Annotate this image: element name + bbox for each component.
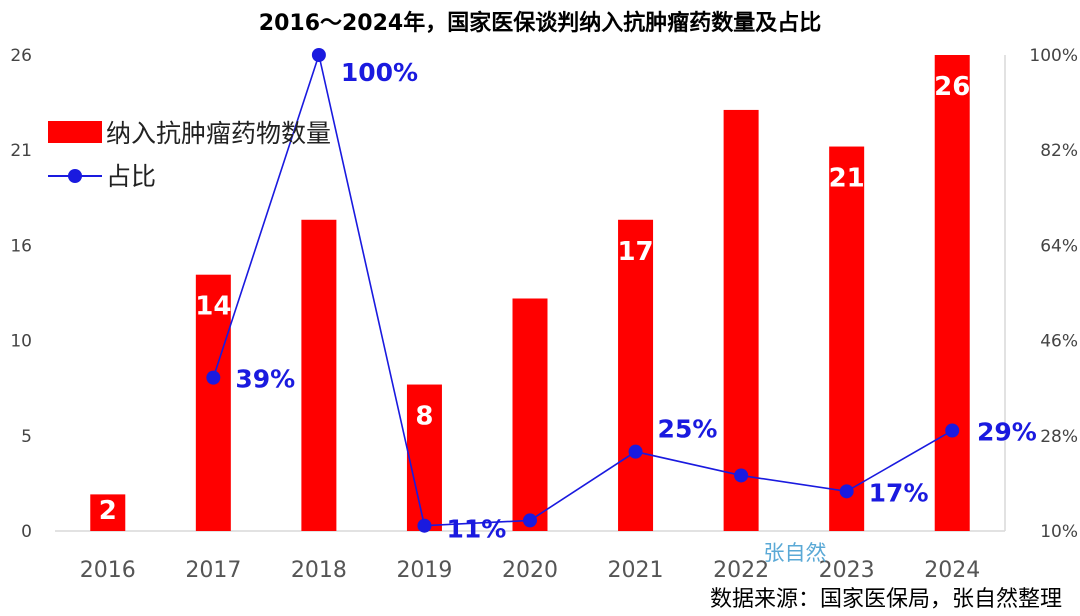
right-tick-label: 82% [1040,141,1078,161]
bar [195,274,231,531]
right-tick-label: 100% [1029,46,1078,66]
right-tick-label: 28% [1040,427,1078,447]
share-point [839,484,854,499]
share-point [628,444,643,459]
legend-line-label: 占比 [106,162,156,191]
line-series [206,48,960,533]
left-tick-label: 5 [21,427,32,447]
share-value-label: 39% [235,365,295,394]
x-tick-label: 2021 [608,558,664,583]
legend-bar-swatch [48,121,102,143]
right-tick-label: 46% [1040,332,1078,352]
x-tick-label: 2019 [396,558,452,583]
bar [723,109,759,531]
bar-value-label: 21 [829,164,865,194]
right-tick-label: 64% [1040,236,1078,256]
bar-value-label: 14 [195,292,231,322]
bar [406,384,442,531]
x-tick-label: 2020 [502,558,558,583]
bar-labels: 2 14 8 17 21 26 [99,72,971,526]
point-labels: 39% 100% 11% 25% 17% 29% [235,58,1037,544]
chart-title: 2016～2024年，国家医保谈判纳入抗肿瘤药数量及占比 [259,10,821,36]
left-axis-ticks: 0 5 10 16 21 26 [10,46,32,542]
share-value-label: 25% [658,415,718,444]
share-point [417,518,432,533]
share-point [206,370,221,385]
x-tick-label: 2018 [291,558,347,583]
share-point [734,468,749,483]
share-value-label: 29% [977,418,1037,447]
share-line [212,51,953,527]
left-tick-label: 10 [10,332,32,352]
left-tick-label: 26 [10,46,32,66]
share-value-label: 11% [446,515,506,544]
share-value-label: 17% [869,478,929,507]
left-tick-label: 21 [10,141,32,161]
bar-series [90,55,970,532]
x-tick-label: 2017 [185,558,241,583]
bar [90,494,126,531]
share-point [311,48,326,62]
bar-value-label: 8 [415,402,433,432]
x-tick-label: 2024 [924,558,980,583]
left-tick-label: 16 [10,236,32,256]
bar-value-label: 2 [99,496,117,526]
source-note: 数据来源：国家医保局，张自然整理 [710,587,1062,612]
bar-value-label: 17 [617,237,653,267]
bar-value-label: 26 [934,72,970,102]
share-point [523,513,537,528]
left-tick-label: 0 [21,522,32,542]
legend: 纳入抗肿瘤药物数量 占比 [48,119,331,191]
watermark: 张自然 [764,541,827,565]
x-axis-ticks: 2016 2017 2018 2019 2020 2021 2022 2023 2024 [80,558,980,583]
bar [301,219,337,531]
right-tick-label: 10% [1040,522,1078,542]
bar [618,219,654,531]
x-tick-label: 2016 [80,558,136,583]
x-tick-label: 2023 [819,558,875,583]
bar [512,298,548,531]
legend-line-marker [68,169,82,183]
legend-bar-label: 纳入抗肿瘤药物数量 [106,119,331,148]
x-tick-label: 2022 [713,558,769,583]
bar [829,146,865,532]
right-axis-ticks: 10% 28% 46% 64% 82% 100% [1029,46,1078,542]
share-point [945,423,960,438]
bar [934,55,970,531]
share-value-label: 100% [341,58,418,87]
